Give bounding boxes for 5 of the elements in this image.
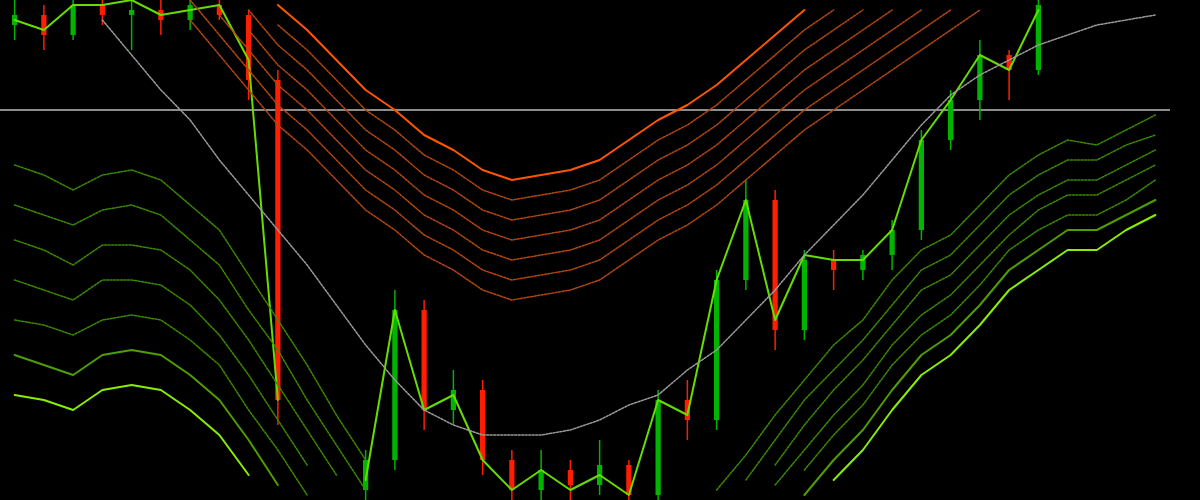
candlestick [187, 0, 193, 31]
candlestick [538, 449, 544, 500]
candlestick [41, 4, 47, 51]
candlestick [128, 0, 135, 51]
candlestick [567, 459, 574, 500]
